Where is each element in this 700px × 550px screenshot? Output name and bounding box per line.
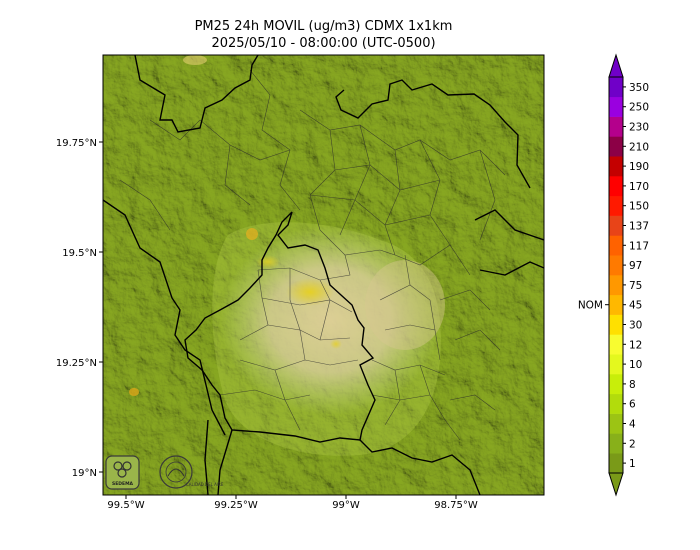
seal-logo-text: CALIDAD DEL AIRE — [186, 482, 224, 487]
state-boundaries — [103, 55, 544, 495]
air-quality-seal-logo: CALIDAD DEL AIRE — [159, 455, 224, 489]
colorbar-segment — [609, 334, 623, 355]
colorbar-segment — [609, 413, 623, 434]
map-panel: SEDEMA CALIDAD DEL AIRE — [103, 55, 544, 495]
colorbar-segment — [609, 275, 623, 296]
colorbar-segment — [609, 136, 623, 157]
municipal-boundaries — [119, 69, 506, 441]
sedema-logo-text: SEDEMA — [112, 481, 134, 487]
colorbar-segment — [609, 116, 623, 137]
colorbar-label: 150 — [629, 201, 649, 213]
colorbar-label: 210 — [629, 141, 649, 153]
colorbar-label: 12 — [629, 339, 642, 351]
colorbar-segment — [609, 96, 623, 117]
colorbar-segment — [609, 433, 623, 454]
colorbar-segment — [609, 393, 623, 414]
lon-tick-label: 99.25°W — [214, 500, 258, 511]
urban-area-haze — [220, 225, 440, 415]
colorbar-label: 117 — [629, 240, 649, 252]
lon-tick-label: 99.5°W — [107, 500, 144, 511]
longitude-axis: 99.5°W 99.25°W 99°W 98.75°W — [107, 500, 477, 511]
nom-label: NOM — [578, 300, 603, 312]
colorbar-label: 10 — [629, 359, 642, 371]
lat-tick-label: 19.5°N — [62, 248, 97, 259]
colorbar-segment — [609, 255, 623, 276]
lat-tick-label: 19°N — [72, 468, 97, 479]
colorbar-label: 30 — [629, 320, 642, 332]
colorbar-legend: 1246810123045759711713715017019021023025… — [578, 53, 649, 497]
colorbar-label: 230 — [629, 122, 649, 134]
lon-tick-label: 98.75°W — [434, 500, 478, 511]
concentration-hotspot — [286, 278, 334, 306]
colorbar-segment — [609, 176, 623, 197]
colorbar-label: 45 — [629, 300, 642, 312]
axis-ticks — [99, 141, 457, 499]
colorbar-frame — [608, 76, 624, 474]
map-title: PM25 24h MOVIL (ug/m3) CDMX 1x1km — [194, 19, 453, 34]
lat-tick-label: 19.75°N — [56, 138, 97, 149]
colorbar-max-extend — [608, 53, 624, 78]
map-frame — [102, 54, 545, 496]
colorbar-segment — [609, 156, 623, 177]
latitude-axis: 19.75°N 19.5°N 19.25°N 19°N — [56, 138, 97, 479]
colorbar-segment — [609, 374, 623, 395]
sedema-logo: SEDEMA — [105, 455, 140, 490]
colorbar-label: 1 — [629, 458, 636, 470]
colorbar-segment — [609, 235, 623, 256]
colorbar-segment — [609, 195, 623, 216]
colorbar-label: 75 — [629, 280, 642, 292]
colorbar-label: 170 — [629, 181, 649, 193]
map-timestamp: 2025/05/10 - 08:00:00 (UTC-0500) — [211, 36, 436, 51]
colorbar-segment — [609, 453, 623, 474]
colorbar-label: 2 — [629, 438, 636, 450]
colorbar-label: 137 — [629, 221, 649, 233]
lon-tick-label: 99°W — [332, 500, 360, 511]
lat-tick-label: 19.25°N — [56, 358, 97, 369]
colorbar-label: 350 — [629, 82, 649, 94]
cdmx-boundary — [184, 211, 376, 443]
colorbar-segment — [609, 215, 623, 236]
colorbar-segment — [609, 314, 623, 335]
colorbar-label: 6 — [629, 399, 636, 411]
colorbar-label: 4 — [629, 419, 636, 431]
colorbar-label: 250 — [629, 102, 649, 114]
colorbar-segment — [609, 354, 623, 375]
colorbar-label: 190 — [629, 161, 649, 173]
colorbar-label: 8 — [629, 379, 636, 391]
colorbar-min-extend — [608, 472, 624, 497]
colorbar-segment — [609, 77, 623, 98]
colorbar-label: 97 — [629, 260, 642, 272]
colorbar-segment — [609, 294, 623, 315]
